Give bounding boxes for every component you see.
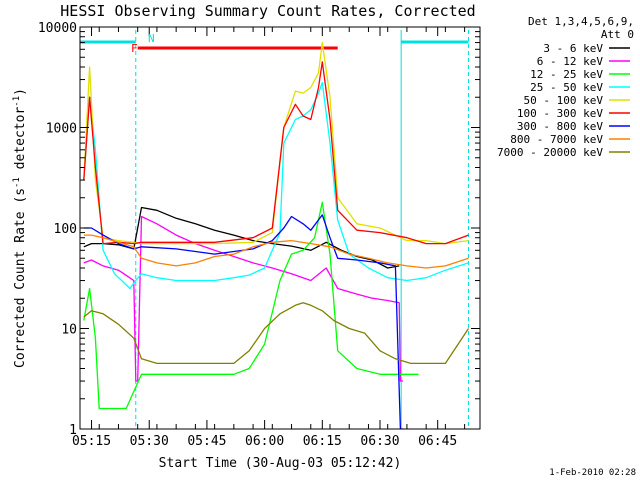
series-line-4 <box>83 41 469 245</box>
legend-label-4: 50 - 100 keV <box>524 94 604 107</box>
legend-label-1: 6 - 12 keV <box>537 55 604 68</box>
series-line-8 <box>83 302 470 365</box>
y-tick-label-1: 10 <box>61 323 77 338</box>
legend-label-2: 12 - 25 keV <box>530 68 603 81</box>
flare-flag-label: F <box>131 42 138 55</box>
legend-label-5: 100 - 300 keV <box>517 107 603 120</box>
y-tick-label-2: 100 <box>54 222 77 237</box>
x-tick-label-1: 05:30 <box>130 434 169 449</box>
x-tick-label-5: 06:30 <box>360 434 399 449</box>
y-axis-label: Corrected Count Rate (s-1 detector-1) <box>12 88 28 368</box>
legend-label-0: 3 - 6 keV <box>543 42 603 55</box>
footer-date: 1-Feb-2010 02:28 <box>549 468 636 478</box>
x-tick-label-0: 05:15 <box>72 434 111 449</box>
legend-header-line-1: Det 1,3,4,5,6,9, <box>528 15 634 28</box>
y-tick-label-3: 1000 <box>46 122 77 137</box>
x-axis: 05:15 05:30 05:45 06:00 06:15 06:30 06:45 <box>72 27 466 449</box>
x-axis-label: Start Time (30-Aug-03 05:12:42) <box>159 456 402 471</box>
x-tick-label-3: 06:00 <box>245 434 284 449</box>
x-tick-label-2: 05:45 <box>187 434 226 449</box>
legend-label-3: 25 - 50 keV <box>530 81 603 94</box>
series-line-7 <box>83 234 469 269</box>
legend-label-8: 7000 - 20000 keV <box>497 146 603 159</box>
night-flag-label: N <box>148 32 155 45</box>
legend-label-6: 300 - 800 keV <box>517 120 603 133</box>
series-line-1 <box>83 215 404 382</box>
x-tick-label-4: 06:15 <box>303 434 342 449</box>
legend-label-7: 800 - 7000 keV <box>510 133 603 146</box>
legend-header-line-2: Att 0 <box>601 28 634 41</box>
chart-title: HESSI Observing Summary Count Rates, Cor… <box>60 2 475 20</box>
series-line-2 <box>83 201 419 410</box>
series-line-6 <box>83 214 404 429</box>
y-axis: 1 10 100 1000 10000 <box>38 21 480 438</box>
x-tick-label-6: 06:45 <box>418 434 457 449</box>
y-tick-label-0: 1 <box>69 423 77 438</box>
series-lines <box>83 41 470 429</box>
y-tick-label-4: 10000 <box>38 21 77 36</box>
